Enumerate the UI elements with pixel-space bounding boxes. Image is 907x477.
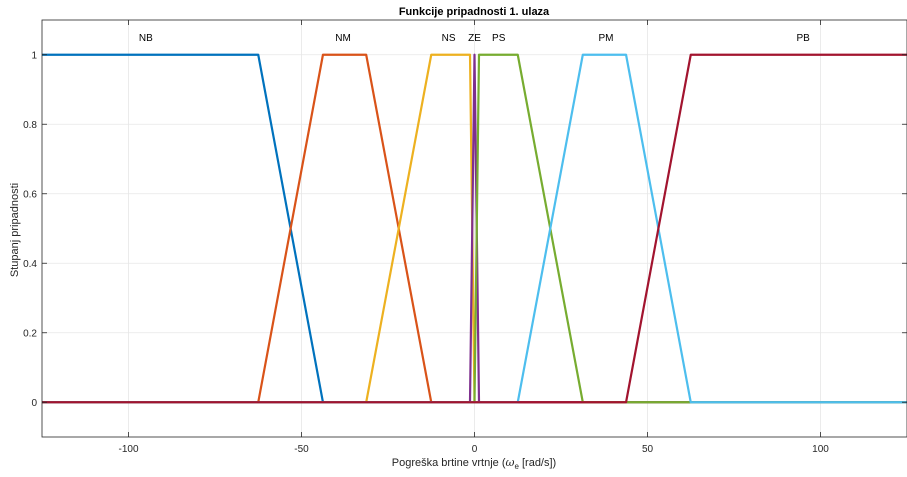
y-tick-label: 0.6 bbox=[23, 189, 37, 200]
y-tick-label: 1 bbox=[31, 50, 37, 61]
chart-title: Funkcije pripadnosti 1. ulaza bbox=[399, 6, 550, 18]
x-tick-label: 100 bbox=[812, 444, 829, 455]
x-tick-label: -50 bbox=[294, 444, 309, 455]
x-tick-label: -100 bbox=[118, 444, 138, 455]
tick-marks bbox=[42, 20, 907, 437]
x-tick-label: 50 bbox=[642, 444, 654, 455]
y-tick-label: 0 bbox=[31, 398, 37, 409]
series-lines bbox=[42, 53, 907, 404]
plot-area: NB NM NS ZE PS PM PB bbox=[41, 19, 907, 438]
mf-labels: NB NM NS ZE PS PM PB bbox=[139, 33, 810, 44]
y-axis-label: Stupanj pripadnosti bbox=[9, 183, 21, 277]
mf-label-ze: ZE bbox=[468, 33, 481, 44]
mf-label-pm: PM bbox=[598, 33, 613, 44]
tick-labels: -100 -50 0 50 100 0 0.2 0.4 0.6 0.8 1 bbox=[23, 50, 829, 455]
mf-label-pb: PB bbox=[797, 33, 811, 44]
series-line-pb bbox=[42, 53, 907, 404]
mf-label-ns: NS bbox=[442, 33, 456, 44]
y-tick-label: 0.8 bbox=[23, 120, 37, 131]
y-tick-label: 0.4 bbox=[23, 259, 37, 270]
mf-label-nb: NB bbox=[139, 33, 153, 44]
mf-label-nm: NM bbox=[335, 33, 351, 44]
x-axis-label: Pogreška brtine vrtnje (ωe [rad/s]) bbox=[392, 456, 556, 471]
y-tick-label: 0.2 bbox=[23, 328, 37, 339]
x-tick-label: 0 bbox=[472, 444, 478, 455]
mf-label-ps: PS bbox=[492, 33, 506, 44]
